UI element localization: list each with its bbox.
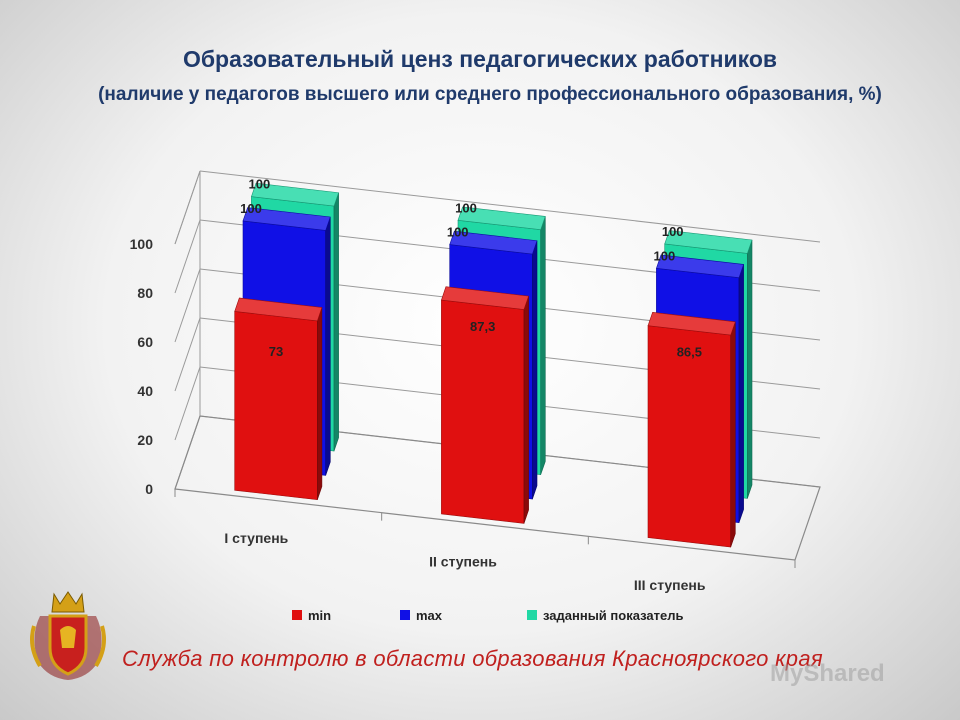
bar-side-face — [738, 264, 744, 523]
category-label: III ступень — [634, 577, 706, 593]
bar-side-face — [540, 216, 546, 475]
legend-label: min — [308, 608, 331, 623]
coat-of-arms-emblem — [30, 591, 106, 680]
side-gridline — [174, 317, 201, 392]
chart-title: Образовательный ценз педагогических рабо… — [182, 46, 778, 72]
data-label: 86,5 — [677, 344, 702, 359]
watermark: MyShared — [770, 660, 885, 687]
data-label: 73 — [269, 344, 283, 359]
bar-top-face — [440, 286, 530, 310]
bar-side-face — [523, 296, 529, 524]
data-label: 100 — [662, 224, 684, 239]
gridline — [199, 170, 821, 243]
bar-min-1: 73 — [234, 297, 323, 501]
bar-top-face — [242, 207, 331, 231]
data-label: 87,3 — [470, 319, 495, 334]
y-tick-label: 60 — [137, 334, 153, 350]
bar-side-face — [532, 240, 538, 500]
y-tick-label: 40 — [137, 383, 153, 399]
bar-top-face — [647, 311, 736, 336]
bar-side-face — [730, 321, 736, 548]
bar-top-face — [234, 297, 323, 322]
category-label: II ступень — [429, 554, 497, 570]
legend-swatch-max — [400, 610, 410, 620]
bar-side-face — [747, 239, 753, 499]
side-gridline — [174, 366, 201, 441]
category-label: I ступень — [224, 530, 288, 546]
data-label: 100 — [455, 200, 477, 215]
side-gridline — [174, 268, 201, 343]
bar-top-face — [449, 230, 538, 255]
y-tick-label: 100 — [130, 236, 154, 252]
side-gridline — [174, 170, 201, 245]
bar-top-face — [664, 230, 753, 254]
chart-subtitle: (наличие у педагогов высшего или среднег… — [98, 84, 882, 105]
bar-min-3: 86,5 — [647, 311, 736, 548]
data-label: 100 — [240, 201, 262, 216]
bar-side-face — [325, 216, 331, 476]
data-label: 100 — [447, 225, 469, 240]
bar-top-face — [655, 254, 745, 279]
legend-label: max — [416, 608, 443, 623]
legend-swatch-min — [292, 610, 302, 620]
data-label: 100 — [249, 177, 271, 192]
bar-front-face — [234, 311, 318, 501]
y-tick-label: 0 — [145, 481, 153, 497]
y-tick-label: 80 — [137, 285, 153, 301]
legend-swatch-заданный-показатель — [527, 610, 537, 620]
bar-top-face — [250, 182, 340, 207]
footer-organization: Служба по контролю в области образования… — [122, 646, 823, 671]
bar-side-face — [317, 307, 323, 500]
bar-side-face — [333, 192, 339, 452]
y-tick-label: 20 — [137, 432, 153, 448]
side-gridline — [174, 219, 201, 294]
bar-min-2: 87,3 — [440, 286, 530, 524]
bar-top-face — [457, 206, 546, 231]
data-label: 100 — [654, 248, 676, 263]
bars: 100 100 100 100 100 100 73 87,3 86,5 — [234, 177, 753, 548]
legend-label: заданный показатель — [543, 608, 683, 623]
